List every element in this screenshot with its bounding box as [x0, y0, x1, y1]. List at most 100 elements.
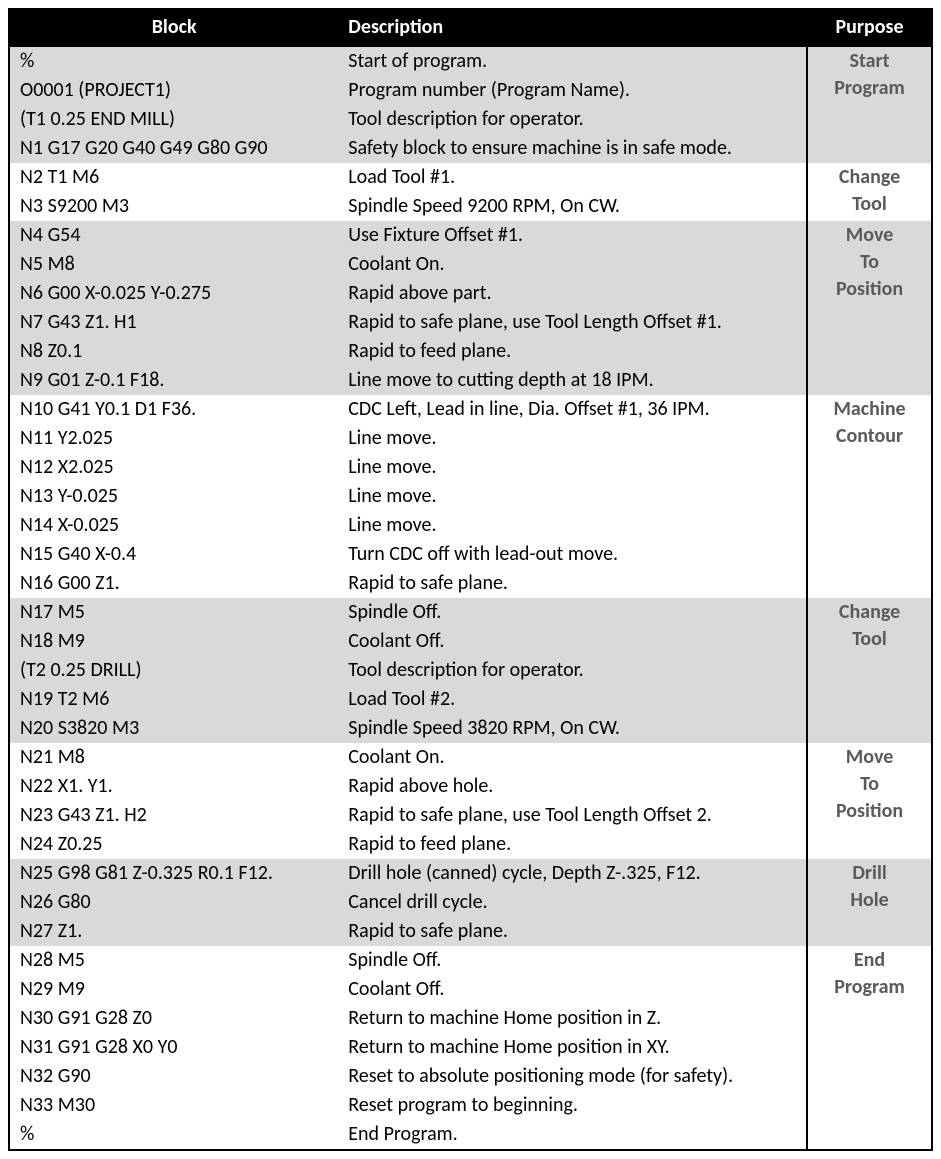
table-row: N4 G54Use Fixture Offset #1.MoveToPositi… [9, 221, 932, 250]
table-row: N13 Y-0.025Line move. [9, 482, 932, 511]
description-cell: Rapid to safe plane. [338, 569, 807, 598]
description-cell: Line move. [338, 424, 807, 453]
description-cell: Start of program. [338, 47, 807, 76]
description-cell: Coolant Off. [338, 627, 807, 656]
description-cell: Program number (Program Name). [338, 76, 807, 105]
table-row: N26 G80Cancel drill cycle. [9, 888, 932, 917]
table-row: N19 T2 M6Load Tool #2. [9, 685, 932, 714]
block-cell: N24 Z0.25 [9, 830, 338, 859]
block-cell: N18 M9 [9, 627, 338, 656]
description-cell: Load Tool #1. [338, 163, 807, 192]
table-row: N7 G43 Z1. H1Rapid to safe plane, use To… [9, 308, 932, 337]
description-cell: Line move. [338, 453, 807, 482]
purpose-cell: DrillHole [807, 859, 932, 946]
block-cell: (T1 0.25 END MILL) [9, 105, 338, 134]
table-row: %Start of program.StartProgram [9, 47, 932, 76]
description-cell: Reset program to beginning. [338, 1091, 807, 1120]
table-header-row: Block Description Purpose [9, 9, 932, 47]
description-cell: CDC Left, Lead in line, Dia. Offset #1, … [338, 395, 807, 424]
block-cell: N30 G91 G28 Z0 [9, 1004, 338, 1033]
block-cell: N26 G80 [9, 888, 338, 917]
table-row: N2 T1 M6Load Tool #1.ChangeTool [9, 163, 932, 192]
table-row: N12 X2.025Line move. [9, 453, 932, 482]
purpose-label: Tool [818, 626, 921, 653]
description-cell: Spindle Off. [338, 598, 807, 627]
table-row: N30 G91 G28 Z0Return to machine Home pos… [9, 1004, 932, 1033]
purpose-cell: MoveToPosition [807, 743, 932, 859]
block-cell: N11 Y2.025 [9, 424, 338, 453]
description-cell: Use Fixture Offset #1. [338, 221, 807, 250]
table-row: N21 M8Coolant On.MoveToPosition [9, 743, 932, 772]
table-row: %End Program. [9, 1120, 932, 1150]
table-row: N18 M9Coolant Off. [9, 627, 932, 656]
purpose-label: Move [818, 222, 921, 249]
table-row: O0001 (PROJECT1)Program number (Program … [9, 76, 932, 105]
table-row: N14 X-0.025Line move. [9, 511, 932, 540]
block-cell: N28 M5 [9, 946, 338, 975]
block-cell: N1 G17 G20 G40 G49 G80 G90 [9, 134, 338, 163]
cnc-program-table: Block Description Purpose %Start of prog… [8, 8, 933, 1151]
block-cell: N19 T2 M6 [9, 685, 338, 714]
col-header-block: Block [9, 9, 338, 47]
table-row: N8 Z0.1Rapid to feed plane. [9, 337, 932, 366]
table-row: N24 Z0.25Rapid to feed plane. [9, 830, 932, 859]
purpose-label: End [818, 947, 921, 974]
table-row: N32 G90Reset to absolute positioning mod… [9, 1062, 932, 1091]
table-row: N10 G41 Y0.1 D1 F36.CDC Left, Lead in li… [9, 395, 932, 424]
block-cell: N17 M5 [9, 598, 338, 627]
purpose-cell: StartProgram [807, 47, 932, 163]
purpose-label: Machine [818, 396, 921, 423]
description-cell: Turn CDC off with lead-out move. [338, 540, 807, 569]
description-cell: Rapid above hole. [338, 772, 807, 801]
purpose-cell: EndProgram [807, 946, 932, 1150]
block-cell: N22 X1. Y1. [9, 772, 338, 801]
description-cell: Rapid to safe plane. [338, 917, 807, 946]
block-cell: N14 X-0.025 [9, 511, 338, 540]
description-cell: Rapid to safe plane, use Tool Length Off… [338, 801, 807, 830]
col-header-description: Description [338, 9, 807, 47]
purpose-cell: MachineContour [807, 395, 932, 598]
block-cell: N4 G54 [9, 221, 338, 250]
purpose-label: Hole [818, 887, 921, 914]
table-row: N6 G00 X-0.025 Y-0.275Rapid above part. [9, 279, 932, 308]
block-cell: N3 S9200 M3 [9, 192, 338, 221]
purpose-label: Program [818, 75, 921, 102]
description-cell: Tool description for operator. [338, 656, 807, 685]
table-row: N20 S3820 M3Spindle Speed 3820 RPM, On C… [9, 714, 932, 743]
purpose-label: To [818, 771, 921, 798]
table-row: N31 G91 G28 X0 Y0Return to machine Home … [9, 1033, 932, 1062]
table-row: N28 M5Spindle Off.EndProgram [9, 946, 932, 975]
description-cell: Line move to cutting depth at 18 IPM. [338, 366, 807, 395]
purpose-label: Position [818, 798, 921, 825]
table-row: N22 X1. Y1.Rapid above hole. [9, 772, 932, 801]
block-cell: N9 G01 Z-0.1 F18. [9, 366, 338, 395]
description-cell: Line move. [338, 482, 807, 511]
description-cell: Spindle Speed 3820 RPM, On CW. [338, 714, 807, 743]
table-row: N27 Z1.Rapid to safe plane. [9, 917, 932, 946]
description-cell: Rapid above part. [338, 279, 807, 308]
block-cell: O0001 (PROJECT1) [9, 76, 338, 105]
table-row: N15 G40 X-0.4Turn CDC off with lead-out … [9, 540, 932, 569]
purpose-label: Program [818, 974, 921, 1001]
description-cell: Return to machine Home position in XY. [338, 1033, 807, 1062]
col-header-purpose: Purpose [807, 9, 932, 47]
block-cell: N23 G43 Z1. H2 [9, 801, 338, 830]
table-body: %Start of program.StartProgramO0001 (PRO… [9, 47, 932, 1150]
table-row: N5 M8Coolant On. [9, 250, 932, 279]
block-cell: N10 G41 Y0.1 D1 F36. [9, 395, 338, 424]
table-row: N9 G01 Z-0.1 F18.Line move to cutting de… [9, 366, 932, 395]
purpose-label: Change [818, 164, 921, 191]
block-cell: N31 G91 G28 X0 Y0 [9, 1033, 338, 1062]
block-cell: N20 S3820 M3 [9, 714, 338, 743]
block-cell: N13 Y-0.025 [9, 482, 338, 511]
purpose-cell: MoveToPosition [807, 221, 932, 395]
description-cell: Line move. [338, 511, 807, 540]
description-cell: Coolant On. [338, 743, 807, 772]
block-cell: % [9, 1120, 338, 1150]
block-cell: N12 X2.025 [9, 453, 338, 482]
purpose-label: Tool [818, 191, 921, 218]
block-cell: N21 M8 [9, 743, 338, 772]
description-cell: Rapid to feed plane. [338, 337, 807, 366]
description-cell: Coolant Off. [338, 975, 807, 1004]
description-cell: End Program. [338, 1120, 807, 1150]
